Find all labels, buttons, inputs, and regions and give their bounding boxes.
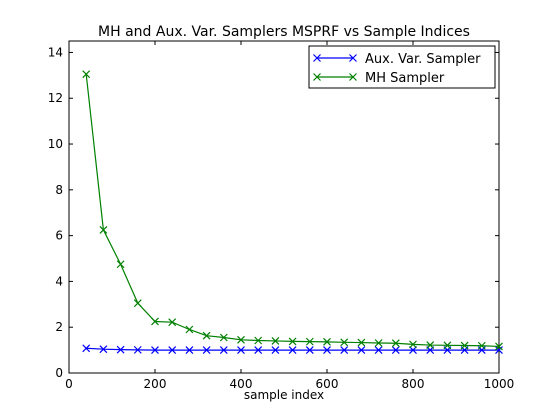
data-point-mh-sampler [237,335,245,344]
data-point-aux-var-sampler [357,346,366,355]
x-tick-label: 600 [316,377,339,391]
data-point-mh-sampler [460,341,469,350]
data-point-mh-sampler [391,339,400,348]
data-point-aux-var-sampler [323,346,331,355]
x-tick-label: 200 [144,377,167,391]
data-point-mh-sampler [219,333,228,342]
x-axis-title: sample index [244,388,324,402]
data-point-aux-var-sampler [495,346,503,355]
y-tick-label: 4 [55,274,63,288]
x-tick-label: 1000 [484,377,515,391]
data-point-mh-sampler [323,337,331,346]
data-point-mh-sampler [426,341,435,349]
legend-marker-aux-var-sampler [313,54,321,62]
data-point-aux-var-sampler [99,345,108,354]
data-point-mh-sampler [254,336,263,345]
legend-label-mh-sampler: MH Sampler [365,71,445,86]
data-point-aux-var-sampler [237,346,245,355]
data-point-aux-var-sampler [391,346,400,355]
data-point-mh-sampler [305,337,314,346]
data-point-mh-sampler [340,338,349,347]
legend-box [308,45,496,89]
data-point-aux-var-sampler [288,346,297,355]
data-point-mh-sampler [151,317,159,326]
y-tick-label: 2 [55,320,63,334]
data-point-aux-var-sampler [254,346,263,355]
y-tick-label: 6 [55,229,63,243]
legend-marker-mh-sampler [313,73,321,81]
x-tick-label: 0 [65,377,73,391]
plot-frame [68,40,500,374]
data-point-mh-sampler [185,325,194,334]
legend-marker-aux-var-sampler [349,54,357,62]
data-point-aux-var-sampler [202,346,211,355]
data-point-mh-sampler [288,337,297,346]
data-point-mh-sampler [477,341,486,350]
data-point-aux-var-sampler [271,346,280,355]
series-line-mh-sampler [85,74,500,348]
chart-title: MH and Aux. Var. Samplers MSPRF vs Sampl… [98,24,470,40]
legend-marker-mh-sampler [349,73,357,81]
data-point-aux-var-sampler [185,346,194,355]
data-point-mh-sampler [495,342,503,351]
x-tick-label: 400 [230,377,253,391]
data-point-aux-var-sampler [151,346,159,355]
data-point-mh-sampler [271,337,280,345]
data-point-aux-var-sampler [409,346,417,355]
y-tick-label: 10 [48,137,63,151]
data-point-mh-sampler [443,341,452,350]
legend: Aux. Var. Sampler MH Sampler [308,45,496,89]
data-point-mh-sampler [202,331,211,340]
data-point-aux-var-sampler [219,346,228,355]
data-point-aux-var-sampler [116,345,125,354]
data-point-mh-sampler [168,318,177,327]
data-point-aux-var-sampler [305,346,314,355]
data-point-mh-sampler [133,299,142,308]
y-tick-label: 8 [55,183,63,197]
data-point-mh-sampler [116,260,125,269]
data-point-mh-sampler [374,339,383,347]
x-tick-label: 800 [402,377,425,391]
data-point-mh-sampler [409,340,417,349]
data-point-mh-sampler [99,225,108,234]
y-tick-label: 14 [48,45,63,59]
data-point-mh-sampler [82,70,91,79]
data-point-mh-sampler [357,338,366,347]
y-tick-label: 12 [48,91,63,105]
data-point-aux-var-sampler [340,346,349,355]
y-tick-label: 0 [55,366,63,380]
legend-label-aux-var-sampler: Aux. Var. Sampler [365,52,481,67]
data-point-aux-var-sampler [168,346,177,355]
data-point-aux-var-sampler [82,344,91,353]
data-point-aux-var-sampler [133,345,142,354]
plot-area: 0 200 400 600 800 1000 0 2 4 6 8 10 12 14 [48,40,515,391]
data-point-aux-var-sampler [374,346,383,355]
